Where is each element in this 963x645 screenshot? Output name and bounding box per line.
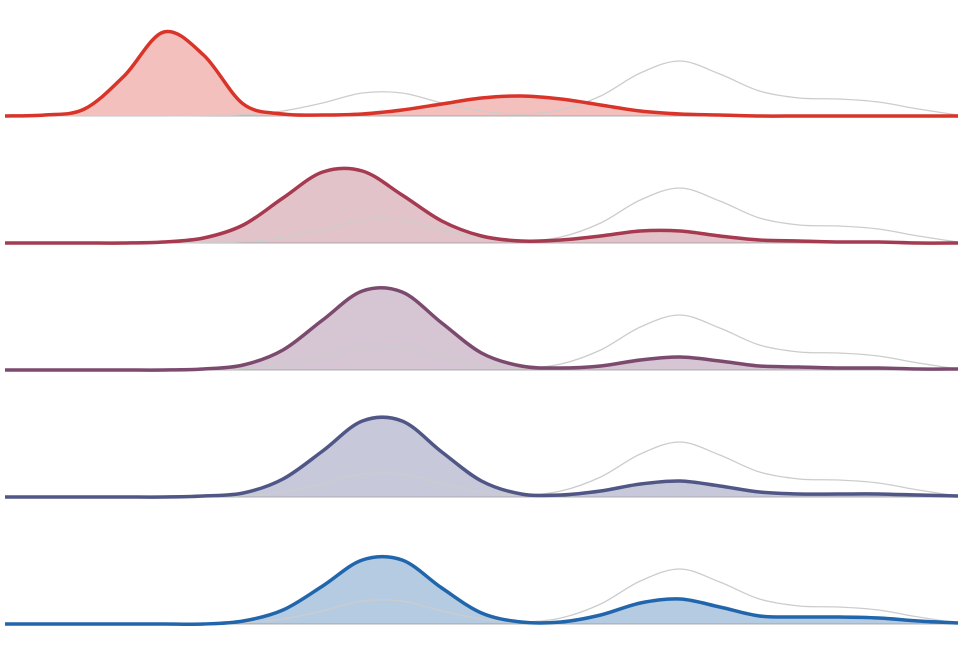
area-fill [5,417,958,498]
area-fill [5,168,958,244]
density-line [4,554,959,626]
density-line [4,286,959,372]
density-line [5,166,959,245]
density-line [5,415,959,499]
area-fill [5,287,958,371]
reference-line [4,60,959,117]
density-line [4,29,958,118]
